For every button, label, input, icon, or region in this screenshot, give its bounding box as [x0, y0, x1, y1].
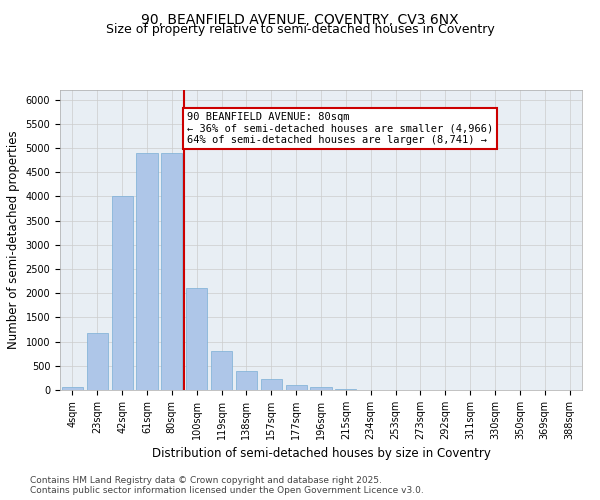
- Bar: [136, 153, 158, 390]
- Bar: [310, 387, 332, 390]
- Bar: [112, 196, 133, 390]
- Y-axis label: Number of semi-detached properties: Number of semi-detached properties: [7, 130, 20, 350]
- Bar: [161, 153, 182, 390]
- Bar: [211, 352, 232, 390]
- Text: Distribution of semi-detached houses by size in Coventry: Distribution of semi-detached houses by …: [152, 448, 490, 460]
- Bar: [286, 385, 307, 390]
- Text: 90, BEANFIELD AVENUE, COVENTRY, CV3 6NX: 90, BEANFIELD AVENUE, COVENTRY, CV3 6NX: [141, 12, 459, 26]
- Text: Contains HM Land Registry data © Crown copyright and database right 2025.
Contai: Contains HM Land Registry data © Crown c…: [30, 476, 424, 495]
- Bar: [87, 333, 108, 390]
- Bar: [62, 387, 83, 390]
- Text: Size of property relative to semi-detached houses in Coventry: Size of property relative to semi-detach…: [106, 22, 494, 36]
- Bar: [335, 388, 356, 390]
- Text: 90 BEANFIELD AVENUE: 80sqm
← 36% of semi-detached houses are smaller (4,966)
64%: 90 BEANFIELD AVENUE: 80sqm ← 36% of semi…: [187, 112, 493, 145]
- Bar: [261, 379, 282, 390]
- Bar: [236, 371, 257, 390]
- Bar: [186, 288, 207, 390]
